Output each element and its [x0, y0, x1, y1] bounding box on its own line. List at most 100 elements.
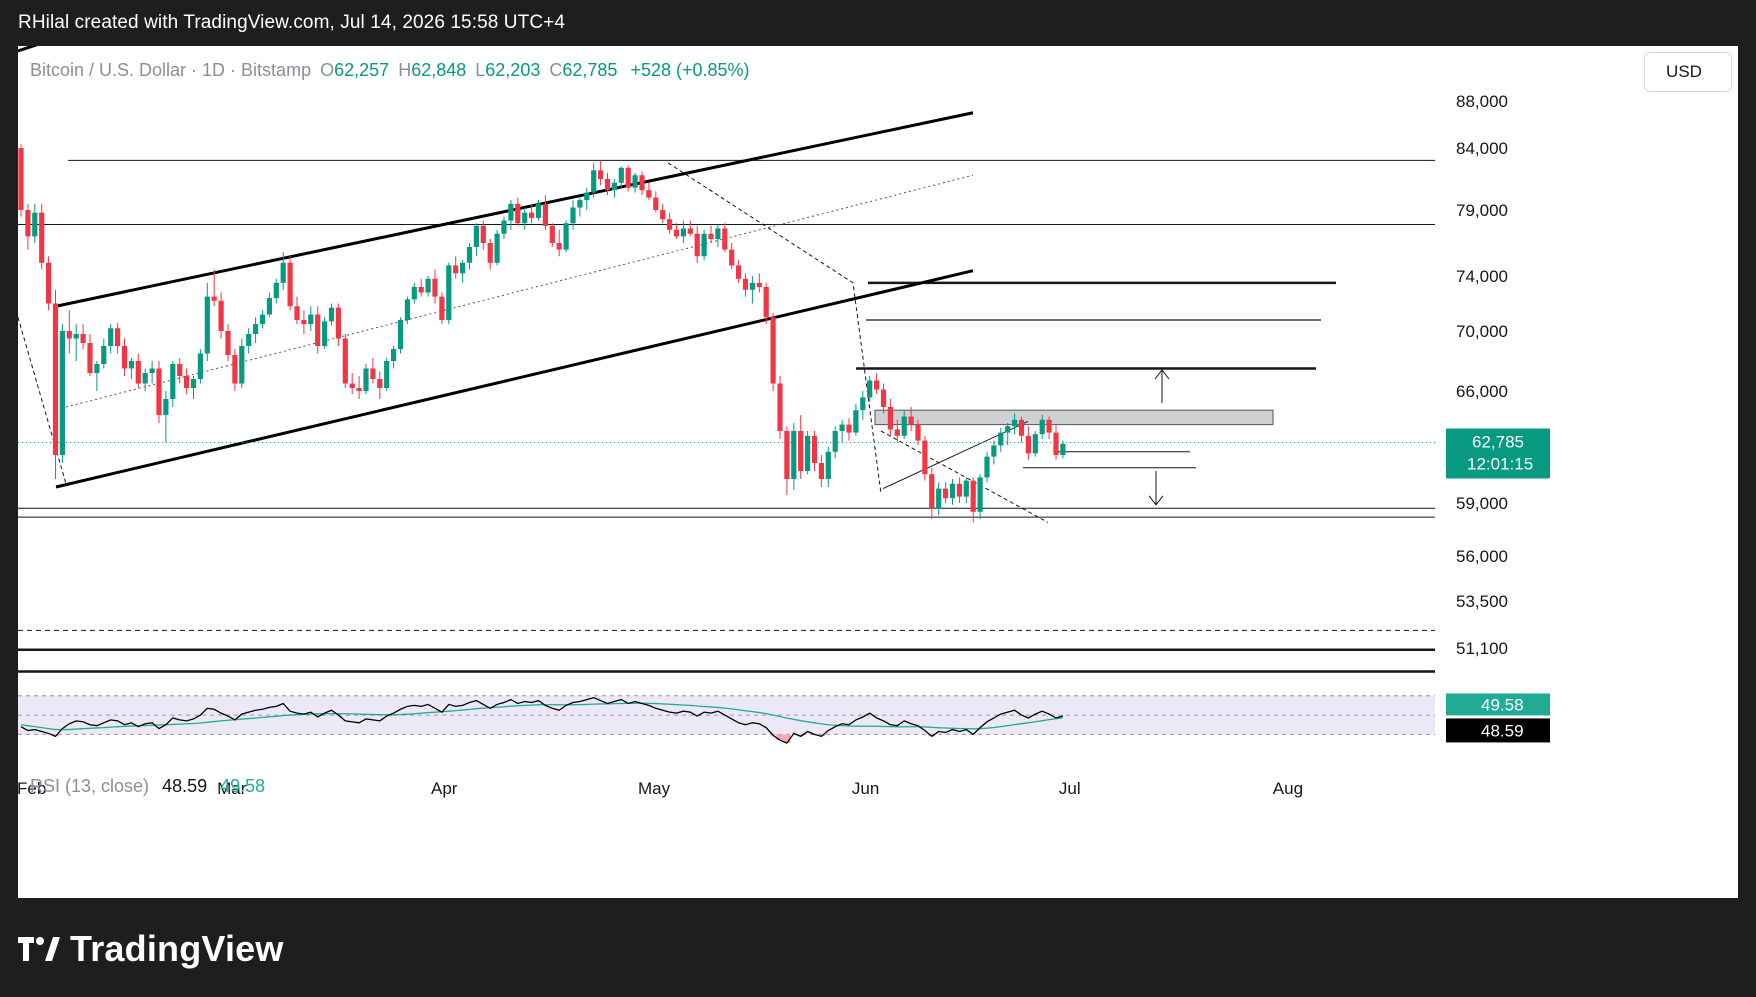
candle	[549, 223, 555, 247]
brand-name: TradingView	[70, 928, 284, 969]
candle	[887, 399, 893, 436]
candle	[280, 252, 286, 290]
y-tick-label: 70,000	[1456, 322, 1508, 341]
candle-body	[791, 431, 797, 479]
close-value: 62,785	[562, 60, 618, 80]
candle	[584, 187, 590, 210]
candle	[501, 216, 507, 240]
candle-body	[308, 314, 314, 325]
candle-body	[611, 182, 617, 191]
candle	[273, 278, 279, 304]
candle-body	[998, 432, 1004, 446]
candle	[287, 256, 293, 311]
chart-panel[interactable]: 88,000 84,000 79,000 74,000 70,000 66,000 59,0…	[18, 46, 1738, 898]
candle-body	[1046, 419, 1052, 433]
candle	[680, 220, 686, 243]
candle-body	[149, 368, 155, 373]
candle	[701, 229, 707, 261]
candle	[894, 419, 900, 443]
candle-body	[335, 307, 341, 339]
candle-body	[115, 328, 121, 346]
channel-midline	[65, 174, 974, 408]
candle	[901, 410, 907, 439]
symbol-legend[interactable]: Bitcoin / U.S. Dollar · 1D · Bitstamp O6…	[30, 60, 750, 81]
candle-body	[184, 376, 190, 388]
symbol-title[interactable]: Bitcoin / U.S. Dollar · 1D · Bitstamp	[30, 60, 312, 80]
rsi-line	[20, 696, 1064, 744]
candle	[156, 361, 162, 423]
candle-body	[729, 249, 735, 266]
candle	[391, 346, 397, 369]
rsi-badge: 48.59	[1446, 718, 1550, 743]
x-tick-label: Apr	[431, 779, 458, 798]
candle	[342, 334, 348, 388]
candle	[811, 431, 818, 471]
currency-button[interactable]: USD	[1644, 52, 1732, 92]
candle	[591, 162, 597, 198]
candle-body	[639, 175, 645, 191]
candle-body	[356, 388, 362, 391]
candle	[52, 289, 59, 479]
candle	[432, 269, 438, 304]
candle	[466, 243, 473, 270]
candle	[232, 349, 238, 391]
candle	[673, 223, 680, 240]
candle	[170, 361, 176, 407]
candle-body	[52, 303, 59, 455]
candle-body	[535, 203, 542, 218]
rsi-indicator-label[interactable]: RSI (13, close)	[30, 776, 150, 796]
candle	[577, 197, 583, 217]
candle-body	[515, 203, 521, 224]
candle-body	[701, 233, 707, 257]
candle	[922, 435, 928, 481]
candle	[1046, 416, 1052, 439]
candle	[763, 282, 769, 325]
candle	[425, 276, 431, 297]
candle	[480, 220, 486, 250]
candle	[694, 225, 700, 263]
candle-body	[811, 435, 818, 463]
price-chart[interactable]: 88,000 84,000 79,000 74,000 70,000 66,000 59,0…	[18, 46, 1738, 898]
candle-body	[294, 306, 300, 320]
candle	[908, 407, 914, 431]
candle-body	[673, 229, 680, 237]
swing-line	[18, 317, 67, 484]
change-value: +528 (+0.85%)	[630, 60, 750, 80]
rsi-legend[interactable]: RSI (13, close) 48.59 49.58	[30, 776, 265, 797]
down-arrow-head-icon	[1148, 495, 1164, 506]
candle	[880, 383, 887, 414]
rsi-value: 48.59	[162, 776, 208, 796]
candle	[94, 361, 100, 391]
candle	[1053, 424, 1059, 460]
candle	[453, 256, 459, 279]
candle	[87, 334, 93, 376]
candle-body	[949, 483, 956, 499]
candle-body	[232, 355, 238, 384]
last-price-badge: 62,785 12:01:15	[1446, 428, 1550, 479]
candle	[184, 368, 190, 395]
candle-body	[591, 170, 597, 193]
candle-body	[832, 431, 838, 452]
candle	[135, 353, 141, 388]
candle-body	[128, 361, 134, 369]
candle	[163, 391, 169, 443]
candle	[749, 276, 755, 304]
candle	[211, 269, 217, 307]
candle-body	[466, 246, 473, 263]
channel-lower-line	[55, 269, 974, 489]
candle-body	[397, 320, 404, 349]
candle	[315, 306, 321, 354]
candle	[108, 324, 114, 354]
candle	[604, 172, 611, 196]
candle-body	[170, 364, 176, 399]
candle-body	[598, 170, 604, 179]
candle-body	[839, 424, 845, 431]
candle-body	[266, 298, 272, 315]
candle	[190, 376, 197, 399]
candle-body	[660, 210, 666, 220]
rsi-ma-badge-value: 49.58	[1481, 695, 1524, 714]
candle	[446, 262, 452, 325]
candle-body	[94, 364, 100, 373]
candle-body	[384, 361, 390, 388]
candle	[646, 182, 652, 201]
